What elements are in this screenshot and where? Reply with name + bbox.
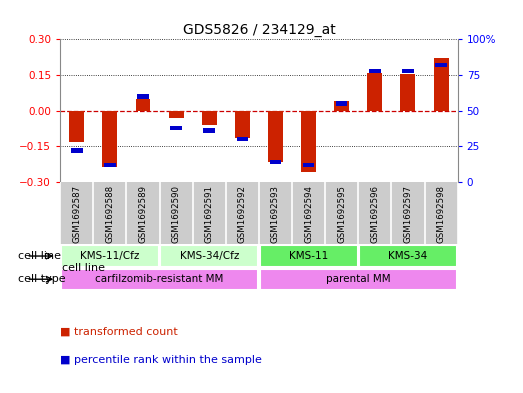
Text: GSM1692596: GSM1692596 [370, 184, 379, 242]
Text: GSM1692590: GSM1692590 [172, 184, 180, 242]
Bar [61, 268, 258, 290]
Text: GSM1692594: GSM1692594 [304, 184, 313, 242]
Text: cell line: cell line [62, 263, 105, 273]
Bar [268, 111, 283, 162]
Bar [236, 137, 248, 141]
Text: cell line: cell line [18, 251, 61, 261]
Bar [270, 160, 281, 164]
Text: KMS-34/Cfz: KMS-34/Cfz [179, 251, 239, 261]
Bar [402, 68, 414, 73]
Text: GSM1692593: GSM1692593 [271, 184, 280, 242]
Text: ■ transformed count: ■ transformed count [60, 327, 178, 337]
Text: cell type: cell type [18, 274, 66, 284]
Text: parental MM: parental MM [326, 274, 391, 284]
Title: GDS5826 / 234129_at: GDS5826 / 234129_at [183, 23, 335, 37]
Text: GSM1692595: GSM1692595 [337, 184, 346, 242]
Bar [170, 126, 182, 130]
Text: GSM1692587: GSM1692587 [72, 184, 81, 242]
Bar [369, 68, 381, 73]
Text: KMS-34: KMS-34 [388, 251, 428, 261]
Bar [104, 163, 116, 167]
Bar [303, 163, 314, 167]
Bar [160, 245, 258, 267]
Bar [103, 111, 117, 167]
Text: GSM1692589: GSM1692589 [139, 184, 147, 242]
Bar [69, 111, 84, 141]
Bar [168, 111, 184, 118]
Bar [137, 94, 149, 99]
Bar [359, 245, 457, 267]
Bar [334, 101, 349, 111]
Text: carfilzomib-resistant MM: carfilzomib-resistant MM [95, 274, 224, 284]
Text: KMS-11: KMS-11 [289, 251, 328, 261]
Text: ■ percentile rank within the sample: ■ percentile rank within the sample [60, 355, 262, 365]
Text: GSM1692591: GSM1692591 [204, 184, 214, 242]
Bar [367, 73, 382, 111]
Text: GSM1692598: GSM1692598 [437, 184, 446, 242]
Bar [259, 245, 358, 267]
Bar [202, 111, 217, 125]
Bar [301, 111, 316, 173]
Bar [71, 149, 83, 153]
Bar [61, 245, 159, 267]
Text: GSM1692597: GSM1692597 [403, 184, 413, 242]
Bar [435, 63, 447, 67]
Bar [259, 268, 457, 290]
Text: GSM1692588: GSM1692588 [105, 184, 115, 242]
Text: GSM1692592: GSM1692592 [238, 184, 247, 242]
Bar [235, 111, 250, 138]
Bar [135, 99, 151, 111]
Bar [336, 101, 347, 106]
Bar [434, 58, 449, 111]
Text: KMS-11/Cfz: KMS-11/Cfz [80, 251, 140, 261]
Bar [401, 74, 415, 111]
Bar [203, 129, 215, 133]
